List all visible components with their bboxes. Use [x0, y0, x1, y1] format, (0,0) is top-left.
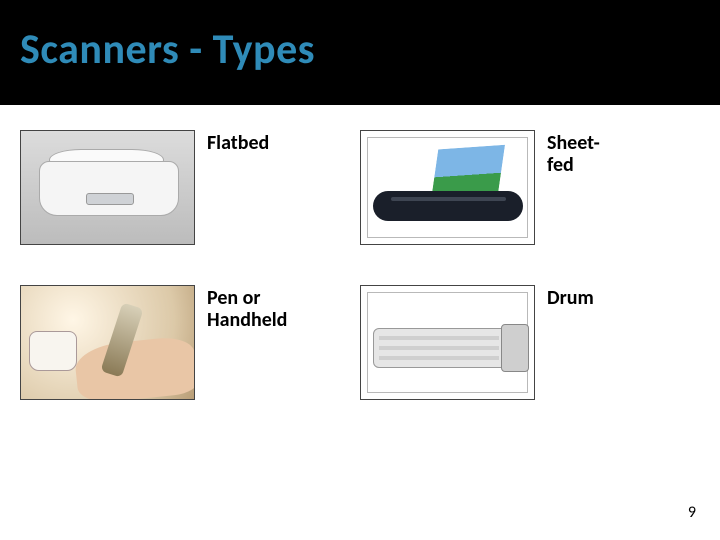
- page-title: Scanners - Types: [20, 24, 700, 75]
- row-1: Pen orHandheld Drum: [20, 285, 700, 400]
- drum-cap-shape: [501, 324, 529, 372]
- flatbed-panel-shape: [86, 193, 134, 205]
- cell-pen: Pen orHandheld: [20, 285, 360, 400]
- drum-image: [360, 285, 535, 400]
- sheetfed-label: Sheet-fed: [547, 130, 600, 176]
- sheetfed-image: [360, 130, 535, 245]
- header-bar: Scanners - Types: [0, 0, 720, 105]
- drum-line-shape: [379, 336, 499, 340]
- drum-label: Drum: [547, 285, 594, 309]
- pen-image: [20, 285, 195, 400]
- drum-line-shape: [379, 356, 499, 360]
- row-0: Flatbed Sheet-fed: [20, 130, 700, 245]
- content-grid: Flatbed Sheet-fed Pen orHandheld: [20, 130, 700, 440]
- cell-flatbed: Flatbed: [20, 130, 360, 245]
- flatbed-body-shape: [39, 161, 179, 216]
- sheetfed-slot-shape: [391, 197, 506, 201]
- pen-cup-shape: [29, 331, 77, 371]
- pen-label: Pen orHandheld: [207, 285, 287, 331]
- cell-drum: Drum: [360, 285, 700, 400]
- cell-sheetfed: Sheet-fed: [360, 130, 700, 245]
- pen-hand-shape: [73, 335, 195, 400]
- flatbed-label: Flatbed: [207, 130, 269, 154]
- page-number: 9: [688, 503, 696, 522]
- drum-line-shape: [379, 346, 499, 350]
- flatbed-image: [20, 130, 195, 245]
- sheetfed-body-shape: [373, 191, 523, 221]
